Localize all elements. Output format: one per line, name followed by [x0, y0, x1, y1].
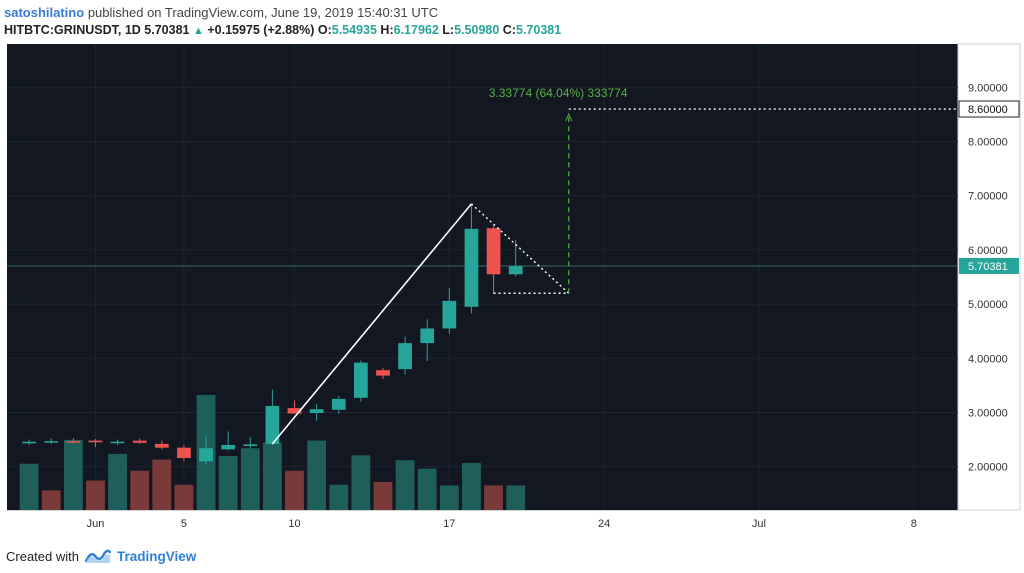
- y-tick-label: 3.00000: [968, 407, 1008, 419]
- candle-body: [110, 441, 125, 444]
- volume-bar: [307, 440, 327, 510]
- symbol-label: HITBTC:GRINUSDT, 1D: [4, 23, 141, 37]
- x-tick-label: 8: [911, 518, 917, 530]
- candle-body: [154, 443, 169, 448]
- y-tick-label: 2.00000: [968, 462, 1008, 474]
- open-label: O:: [317, 23, 332, 37]
- high-value: 6.17962: [393, 23, 439, 37]
- volume-bar: [130, 470, 150, 510]
- candle-body: [243, 444, 258, 447]
- volume-bar: [373, 481, 393, 510]
- high-label: H:: [380, 23, 394, 37]
- volume-bar: [63, 439, 83, 510]
- up-arrow-icon: ▲: [192, 25, 204, 37]
- current-price-box: [959, 257, 1019, 274]
- y-tick-label: 7.00000: [968, 191, 1008, 203]
- candle-body: [420, 328, 435, 344]
- volume-bar: [506, 485, 526, 510]
- volume-bar: [218, 456, 238, 510]
- trend-line: [271, 203, 473, 445]
- candle-body: [44, 441, 59, 443]
- volume-bar: [484, 485, 503, 510]
- candle-body: [508, 266, 523, 275]
- chart-header: satoshilatino published on TradingView.c…: [4, 2, 1020, 42]
- open-value: 5.54935: [331, 23, 377, 37]
- tradingview-brand[interactable]: TradingView: [116, 548, 197, 564]
- current-price-label: 5.70381: [968, 261, 1008, 273]
- volume-bar: [240, 448, 260, 510]
- change-value: +0.15975 (+2.88%): [207, 23, 315, 37]
- price-chart[interactable]: 2.00000 3.00000 4.00000 5.00000 6.00000 7.000…: [0, 41, 1024, 538]
- x-tick-label: 24: [598, 518, 610, 530]
- candle-body: [66, 441, 81, 443]
- target-price-box: [958, 100, 1020, 118]
- close-label: C:: [502, 23, 516, 37]
- candle-body: [88, 440, 103, 443]
- volume-bar: [86, 480, 105, 510]
- ohlc-line: HITBTC:GRINUSDT, 1D 5.70381 ▲ +0.15975 (…: [4, 23, 561, 37]
- volume-bar: [395, 460, 415, 510]
- candle-body: [376, 370, 390, 376]
- volume-bar: [108, 453, 127, 510]
- volume-bar: [417, 468, 437, 510]
- pennant-upper-line: [470, 203, 570, 294]
- candle-body: [331, 398, 346, 410]
- volume-bar: [285, 470, 304, 510]
- price-axis-area: [957, 43, 1021, 511]
- created-with-label: Created with: [6, 548, 79, 564]
- candle-body: [265, 405, 280, 444]
- candle-body: [398, 343, 412, 370]
- low-label: L:: [442, 23, 455, 37]
- y-tick-label: 9.00000: [968, 82, 1008, 94]
- candle-body: [199, 448, 213, 462]
- volume-bar: [262, 442, 282, 510]
- volume-bar: [439, 485, 459, 510]
- last-price: 5.70381: [144, 23, 190, 37]
- publish-line: satoshilatino published on TradingView.c…: [4, 5, 438, 20]
- plot-background: [7, 44, 958, 510]
- footer: Created with TradingView: [6, 544, 196, 568]
- measure-arrow-icon: [565, 112, 573, 122]
- tradingview-logo-icon: [84, 549, 111, 563]
- y-tick-label: 5.00000: [968, 299, 1008, 311]
- candle-body: [132, 440, 147, 443]
- candle-body: [177, 447, 191, 458]
- candle-body: [309, 409, 324, 414]
- candle-body: [22, 441, 36, 444]
- author-link[interactable]: satoshilatino: [4, 5, 85, 20]
- volume-bar: [19, 463, 39, 510]
- candle-body: [486, 228, 501, 275]
- volume-bar: [41, 490, 61, 510]
- y-tick-label: 6.00000: [968, 245, 1008, 257]
- x-tick-label: 5: [181, 518, 187, 530]
- target-price-label: 8.60000: [968, 104, 1008, 116]
- volume-bar: [152, 459, 172, 510]
- volume-bar: [351, 455, 371, 510]
- low-value: 5.50980: [454, 23, 500, 37]
- close-value: 5.70381: [515, 23, 562, 37]
- candle-body: [287, 408, 302, 414]
- candle-body: [221, 444, 236, 450]
- volume-bar: [329, 484, 349, 510]
- y-tick-label: 8.00000: [968, 137, 1008, 149]
- x-tick-label: Jun: [87, 518, 105, 530]
- volume-bar: [462, 463, 481, 510]
- published-text: published on TradingView.com, June 19, 2…: [87, 5, 439, 20]
- x-tick-label: 10: [288, 518, 300, 530]
- candle-body: [464, 228, 479, 307]
- volume-bar: [174, 484, 194, 510]
- candle-body: [442, 300, 457, 329]
- chart-canvas[interactable]: 2.00000 3.00000 4.00000 5.00000 6.00000 7.000…: [0, 41, 1024, 538]
- y-tick-label: 4.00000: [968, 353, 1008, 365]
- candle-body: [354, 362, 368, 398]
- x-tick-label: 17: [443, 518, 455, 530]
- measure-label: 3.33774 (64.04%) 333774: [489, 86, 628, 100]
- x-tick-label: Jul: [752, 518, 766, 530]
